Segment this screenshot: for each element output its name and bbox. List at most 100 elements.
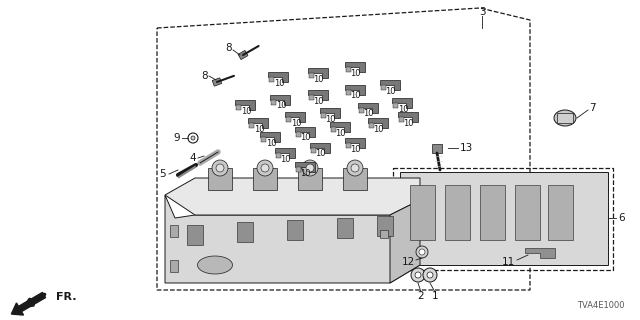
Bar: [548, 185, 573, 240]
Text: 9: 9: [173, 133, 180, 143]
Text: 10: 10: [253, 124, 264, 133]
Text: 10: 10: [335, 129, 345, 138]
Polygon shape: [525, 248, 555, 258]
Text: 10: 10: [349, 92, 360, 100]
Polygon shape: [285, 112, 305, 122]
Polygon shape: [308, 90, 328, 100]
Bar: [212, 78, 222, 86]
Circle shape: [416, 246, 428, 258]
Polygon shape: [270, 95, 290, 105]
Bar: [393, 168, 613, 270]
Polygon shape: [345, 62, 365, 72]
Circle shape: [306, 164, 314, 172]
Circle shape: [257, 160, 273, 176]
Polygon shape: [345, 85, 365, 95]
Bar: [298, 168, 322, 190]
Bar: [557, 113, 573, 123]
Bar: [480, 185, 505, 240]
Text: 10: 10: [300, 133, 310, 142]
Polygon shape: [268, 72, 288, 82]
Text: 10: 10: [313, 75, 323, 84]
Polygon shape: [358, 103, 378, 113]
Bar: [249, 123, 254, 128]
Text: 6: 6: [618, 213, 625, 223]
Bar: [377, 216, 393, 236]
Circle shape: [415, 272, 421, 278]
Bar: [253, 168, 277, 190]
Polygon shape: [248, 118, 268, 128]
Polygon shape: [345, 138, 365, 148]
FancyArrow shape: [12, 292, 45, 315]
Text: 13: 13: [460, 143, 473, 153]
Circle shape: [423, 268, 437, 282]
Bar: [237, 222, 253, 242]
Text: 3: 3: [479, 7, 485, 17]
Bar: [309, 73, 314, 78]
Text: 10: 10: [403, 118, 413, 127]
Text: FR.: FR.: [56, 292, 77, 302]
Bar: [271, 100, 276, 105]
Circle shape: [427, 272, 433, 278]
Polygon shape: [310, 143, 330, 153]
Ellipse shape: [554, 110, 576, 126]
Polygon shape: [165, 178, 420, 215]
Text: 10: 10: [266, 139, 276, 148]
Bar: [381, 85, 386, 90]
Bar: [261, 137, 266, 142]
Polygon shape: [398, 112, 418, 122]
Text: 10: 10: [349, 68, 360, 77]
Bar: [346, 67, 351, 72]
Polygon shape: [275, 148, 295, 158]
Bar: [399, 117, 404, 122]
Text: 1: 1: [432, 291, 438, 301]
Bar: [337, 218, 353, 238]
Text: 10: 10: [324, 115, 335, 124]
Circle shape: [261, 164, 269, 172]
Bar: [432, 144, 442, 153]
Polygon shape: [392, 98, 412, 108]
Bar: [269, 77, 274, 82]
Bar: [369, 123, 374, 128]
Text: 10: 10: [276, 101, 286, 110]
Text: 10: 10: [363, 109, 373, 118]
Bar: [346, 143, 351, 148]
Circle shape: [347, 160, 363, 176]
Text: 10: 10: [385, 86, 396, 95]
Bar: [170, 260, 178, 272]
Text: 11: 11: [502, 257, 515, 267]
Circle shape: [216, 164, 224, 172]
Text: 5: 5: [159, 169, 166, 179]
Text: 10: 10: [313, 97, 323, 106]
Circle shape: [351, 164, 359, 172]
Bar: [236, 105, 241, 110]
Bar: [286, 117, 291, 122]
Bar: [276, 153, 281, 158]
Polygon shape: [380, 80, 400, 90]
Text: 12: 12: [402, 257, 415, 267]
Bar: [296, 132, 301, 137]
Circle shape: [411, 268, 425, 282]
Polygon shape: [295, 127, 315, 137]
Text: 10: 10: [315, 149, 325, 158]
Text: 8: 8: [225, 43, 232, 53]
Polygon shape: [295, 162, 315, 172]
Text: 10: 10: [300, 169, 310, 178]
Polygon shape: [390, 200, 420, 283]
Bar: [331, 127, 336, 132]
Polygon shape: [400, 172, 608, 265]
Bar: [170, 225, 178, 237]
Bar: [187, 225, 203, 245]
Text: 10: 10: [291, 118, 301, 127]
Polygon shape: [308, 68, 328, 78]
Bar: [311, 148, 316, 153]
Polygon shape: [260, 132, 280, 142]
Polygon shape: [368, 118, 388, 128]
Bar: [309, 95, 314, 100]
Text: 10: 10: [241, 107, 252, 116]
Bar: [287, 220, 303, 240]
Polygon shape: [330, 122, 350, 132]
Bar: [346, 90, 351, 95]
Bar: [321, 113, 326, 118]
Circle shape: [191, 136, 195, 140]
Bar: [343, 168, 367, 190]
